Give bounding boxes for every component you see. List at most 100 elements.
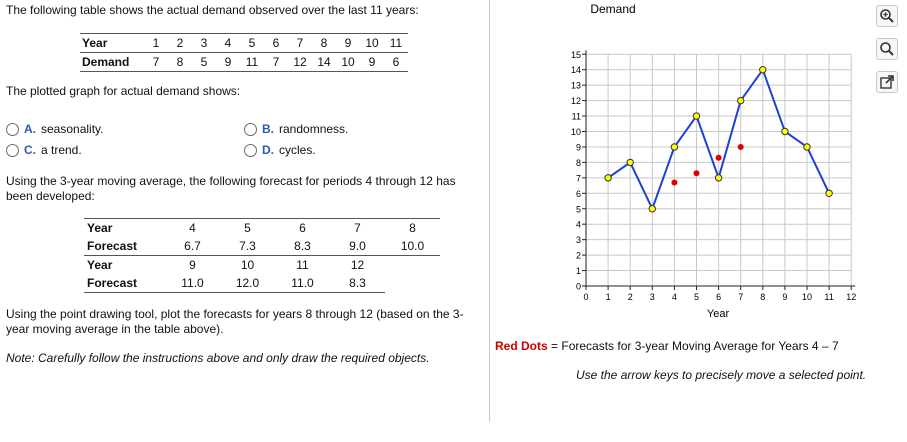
forecast-year-cell: 6 <box>275 218 330 237</box>
x-tick-label: 7 <box>738 292 743 302</box>
demand-point <box>737 96 745 105</box>
option-d[interactable]: D. cycles. <box>244 143 316 157</box>
option-a-letter: A. <box>24 122 36 136</box>
demand-years-row: Year 1 2 3 4 5 6 7 8 9 10 11 <box>80 33 408 53</box>
year-cell: 4 <box>216 33 240 53</box>
zoom-out-button[interactable] <box>876 38 898 60</box>
forecast-year-cell: 5 <box>220 218 275 237</box>
demand-point <box>781 127 789 136</box>
x-tick-label: 10 <box>802 292 812 302</box>
y-tick-label: 1 <box>576 266 581 276</box>
year-cell: 8 <box>312 33 336 53</box>
option-b-letter: B. <box>262 122 274 136</box>
demand-cell: 10 <box>336 52 360 72</box>
zoom-in-icon <box>880 9 894 23</box>
forecast-value-cell: 9.0 <box>330 237 385 256</box>
year-header: Year <box>80 33 144 53</box>
demand-header: Demand <box>80 52 144 72</box>
forecast-year-cell: 8 <box>385 218 440 237</box>
year-cell: 5 <box>240 33 264 53</box>
forecast-value-cell: 11.0 <box>165 274 220 293</box>
demand-point <box>714 174 723 182</box>
popout-button[interactable] <box>876 71 898 93</box>
intro-text: The following table shows the actual dem… <box>6 3 419 17</box>
forecast-year-cell: 4 <box>165 218 220 237</box>
year-cell: 6 <box>264 33 288 53</box>
demand-point <box>825 189 833 198</box>
y-tick-label: 13 <box>571 81 581 91</box>
option-c-letter: C. <box>24 143 36 157</box>
y-tick-label: 3 <box>576 235 581 245</box>
year-cell: 9 <box>336 33 360 53</box>
y-tick-label: 15 <box>571 50 581 60</box>
forecast-year-cell: 12 <box>350 258 365 272</box>
x-tick-label: 9 <box>782 292 787 302</box>
zoom-out-icon <box>880 42 894 56</box>
chart-title: Demand <box>590 2 635 16</box>
forecast-row2-years: Year 9 10 11 12 <box>84 256 440 275</box>
hint-text: Use the arrow keys to precisely move a s… <box>576 368 867 382</box>
option-c[interactable]: C. a trend. <box>6 143 82 157</box>
x-tick-label: 2 <box>628 292 633 302</box>
demand-point <box>759 66 767 74</box>
y-tick-label: 6 <box>576 189 581 199</box>
y-tick-label: 5 <box>576 204 581 214</box>
y-tick-label: 8 <box>576 158 581 168</box>
demand-point <box>648 205 657 213</box>
x-tick-label: 8 <box>760 292 765 302</box>
forecast-row2-values: Forecast 11.0 12.0 11.0 8.3 <box>84 274 440 293</box>
year-cell: 1 <box>144 33 168 53</box>
question-panel: The following table shows the actual dem… <box>6 3 464 365</box>
y-tick-label: 11 <box>572 112 581 122</box>
option-b[interactable]: B. randomness. <box>244 122 348 136</box>
year-cell: 2 <box>168 33 192 53</box>
forecast-red-dot <box>693 170 700 177</box>
forecast-value-cell: 12.0 <box>220 274 275 293</box>
forecast-header-2: Forecast <box>84 274 165 293</box>
x-tick-label: 1 <box>606 292 611 302</box>
chart-series[interactable] <box>604 66 833 213</box>
x-tick-label: 5 <box>694 292 699 302</box>
forecast-value-cell: 7.3 <box>220 237 275 256</box>
x-tick-label: 4 <box>672 292 677 302</box>
x-tick-label: 11 <box>824 292 833 302</box>
popout-icon <box>880 75 894 89</box>
y-tick-label: 12 <box>571 96 581 106</box>
demand-point <box>803 143 811 151</box>
legend-red-dots: Red Dots <box>495 339 548 353</box>
demand-cell: 7 <box>264 52 288 72</box>
panel-divider <box>489 0 490 422</box>
forecast-year-header-1: Year <box>84 218 165 237</box>
y-tick-label: 9 <box>576 142 581 152</box>
forecast-year-cell: 9 <box>189 258 196 272</box>
option-d-text: cycles. <box>279 143 316 157</box>
radio-c[interactable] <box>6 143 19 157</box>
option-b-text: randomness. <box>279 122 349 136</box>
forecast-value-cell: 8.3 <box>275 237 330 256</box>
radio-d[interactable] <box>244 143 257 157</box>
demand-cell: 11 <box>240 52 264 72</box>
forecast-header-1: Forecast <box>84 237 165 256</box>
demand-cell: 5 <box>192 52 216 72</box>
forecast-red-dot <box>715 154 722 161</box>
forecast-red-dot <box>671 179 678 186</box>
demand-cell: 12 <box>288 52 312 72</box>
x-tick-label: 6 <box>716 292 721 302</box>
demand-cell: 6 <box>384 52 408 72</box>
forecast-value-cell: 8.3 <box>330 274 385 293</box>
radio-a[interactable] <box>6 122 19 136</box>
demand-values-row: Demand 7 8 5 9 11 7 12 14 10 9 6 <box>80 52 408 72</box>
zoom-in-button[interactable] <box>876 5 898 27</box>
x-axis-label: Year <box>707 308 730 320</box>
y-tick-label: 14 <box>571 65 581 75</box>
forecast-year-cell: 7 <box>330 218 385 237</box>
x-tick-label: 12 <box>846 292 856 302</box>
radio-b[interactable] <box>244 122 257 136</box>
year-cell: 3 <box>192 33 216 53</box>
option-a[interactable]: A. seasonality. <box>6 122 103 136</box>
demand-cell: 9 <box>216 52 240 72</box>
year-cell: 11 <box>384 33 408 53</box>
